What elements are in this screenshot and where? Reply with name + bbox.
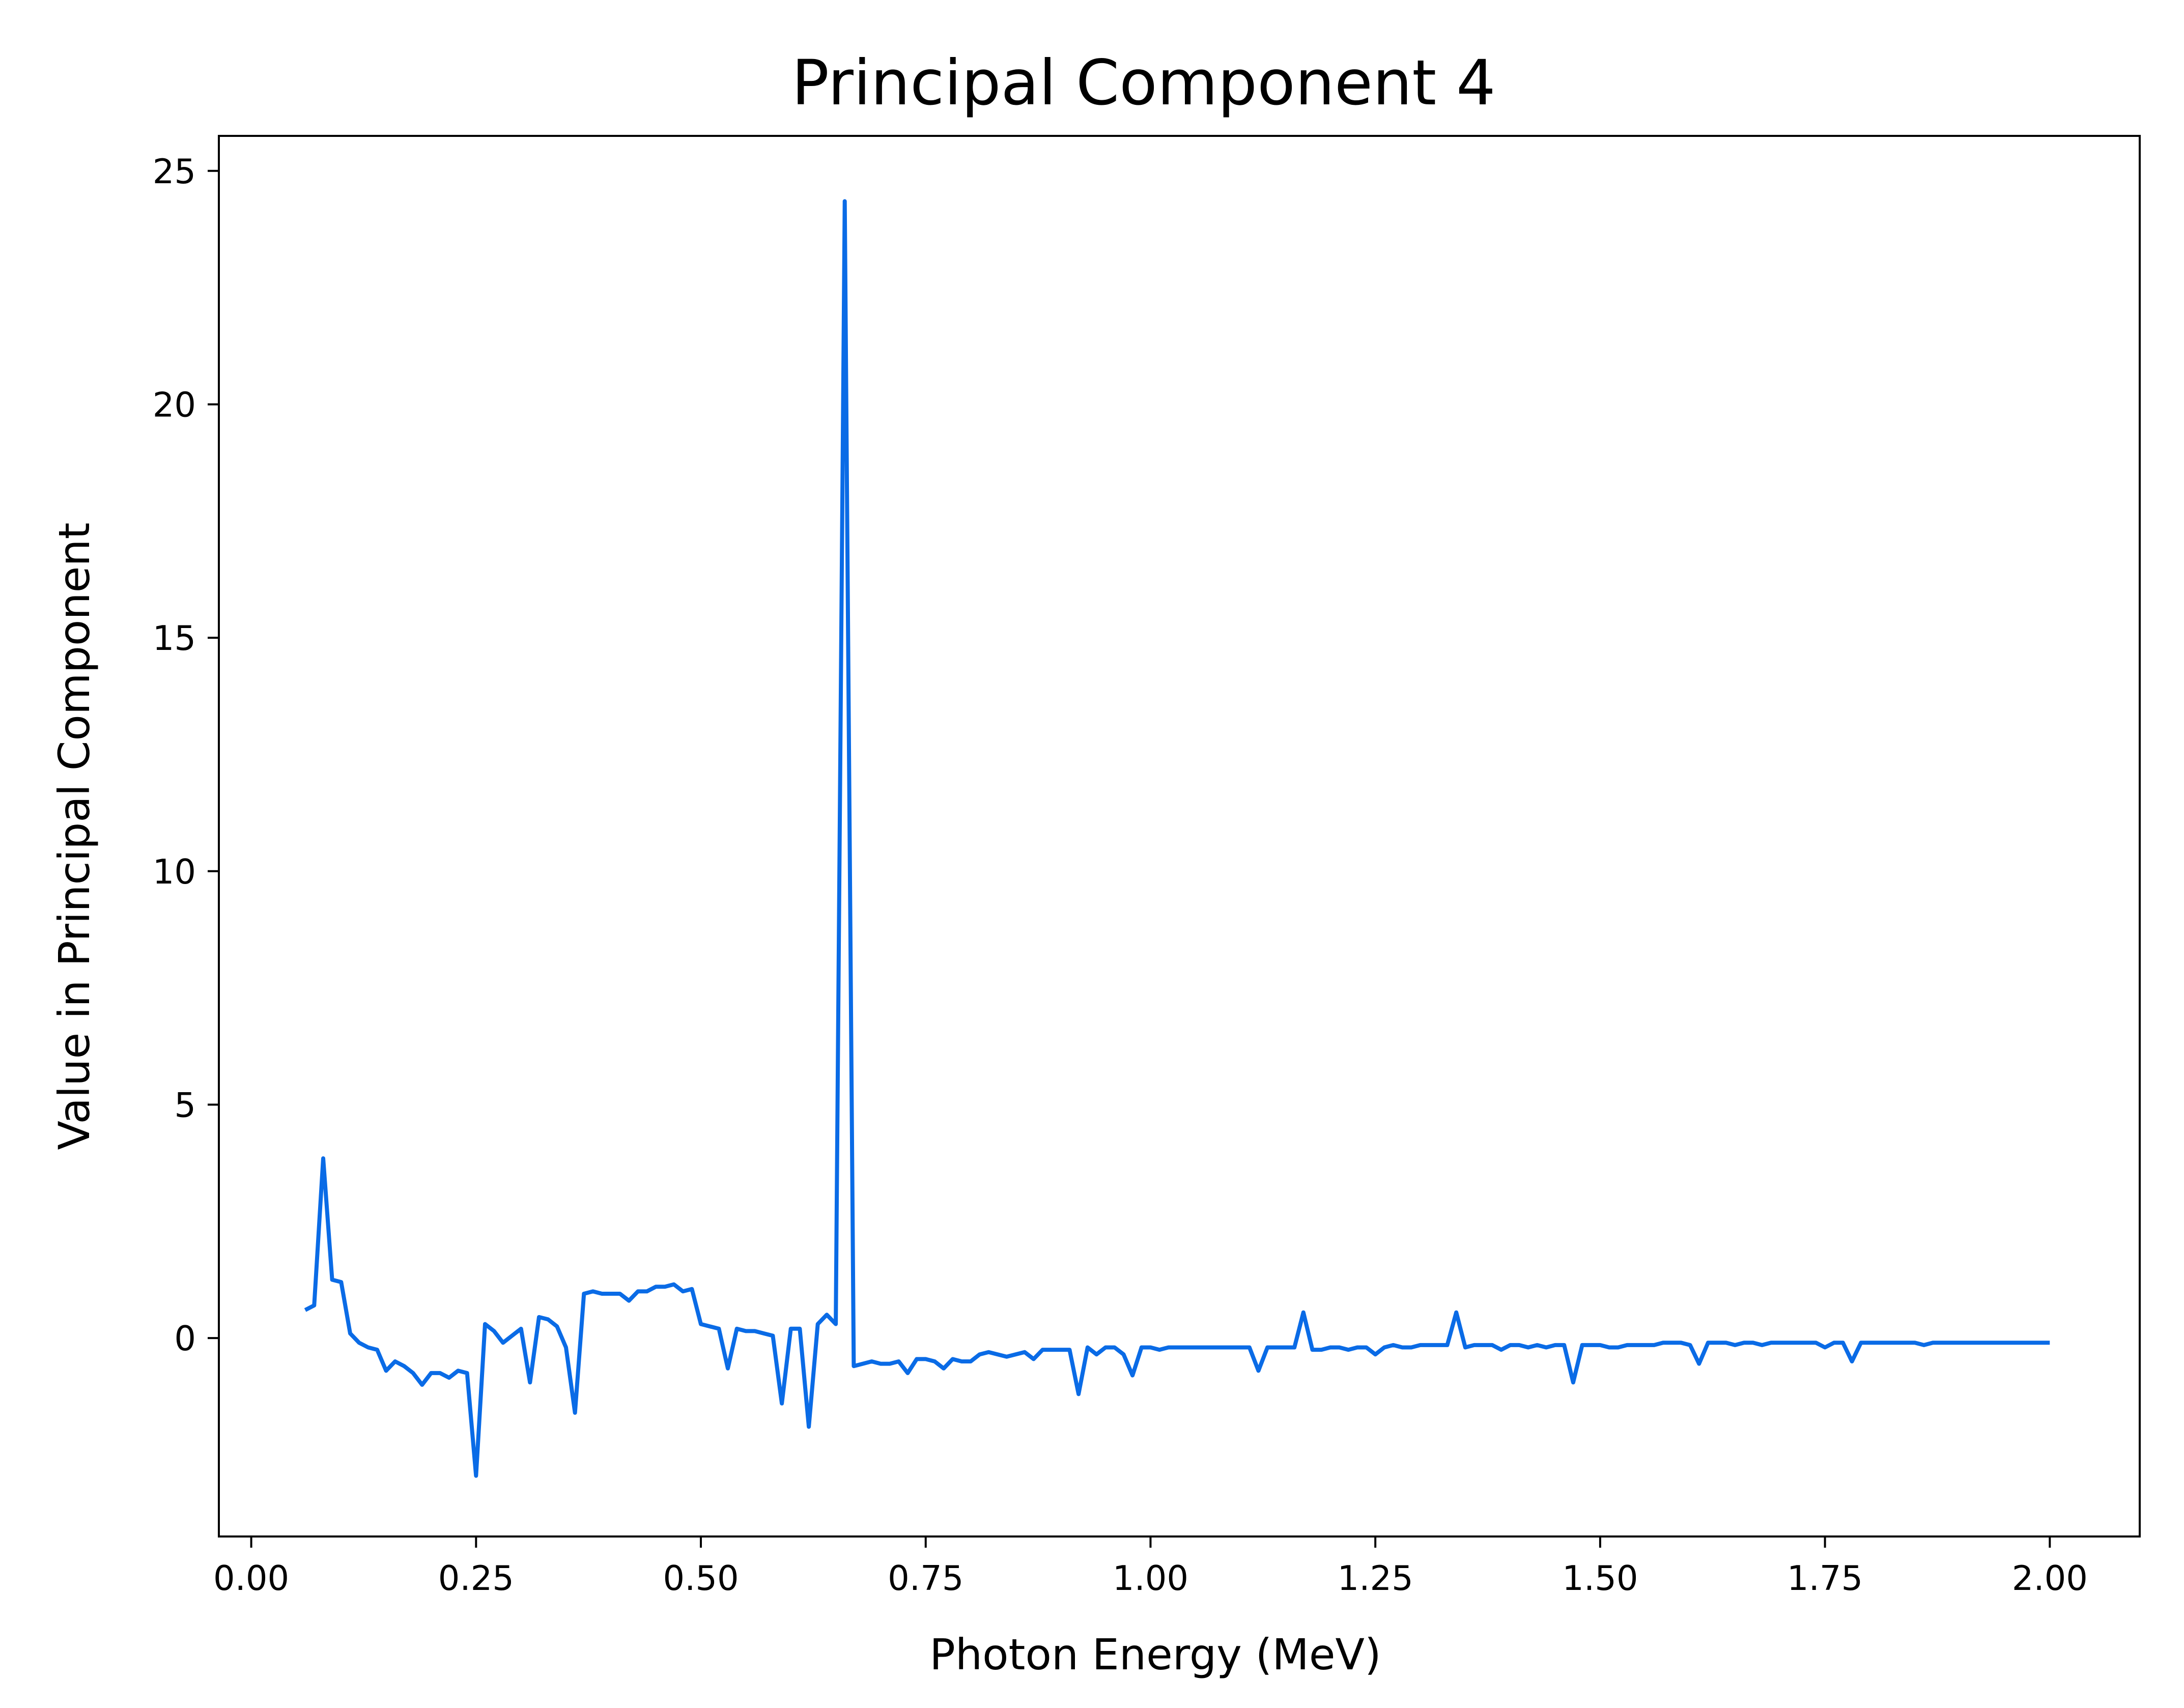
x-tick-label: 1.75 — [1787, 1558, 1863, 1598]
y-tick-label: 10 — [153, 852, 196, 892]
x-tick-label: 0.00 — [213, 1558, 289, 1598]
y-tick-label: 15 — [153, 618, 196, 658]
chart-title: Principal Component 4 — [791, 47, 1495, 119]
x-tick-label: 1.50 — [1562, 1558, 1638, 1598]
x-tick-label: 1.25 — [1338, 1558, 1413, 1598]
x-tick-label: 0.75 — [888, 1558, 963, 1598]
plot-area — [304, 199, 2050, 1478]
y-tick-label: 5 — [174, 1085, 196, 1125]
x-tick-label: 2.00 — [2012, 1558, 2088, 1598]
plot-frame — [218, 135, 2141, 1538]
x-tick-label: 0.50 — [663, 1558, 739, 1598]
x-axis-label: Photon Energy (MeV) — [929, 1630, 1381, 1679]
series-line — [304, 199, 2050, 1478]
x-tick-label: 1.00 — [1113, 1558, 1188, 1598]
axis-ticks: 0.00 0.25 0.50 0.75 1.00 1.25 1.50 1.75 2.00 0 5 10… — [153, 152, 2088, 1598]
y-tick-label: 20 — [153, 385, 196, 424]
x-tick-label: 0.25 — [438, 1558, 514, 1598]
y-tick-label: 25 — [153, 152, 196, 191]
y-axis-label: Value in Principal Component — [49, 523, 99, 1150]
y-tick-label: 0 — [174, 1319, 196, 1358]
